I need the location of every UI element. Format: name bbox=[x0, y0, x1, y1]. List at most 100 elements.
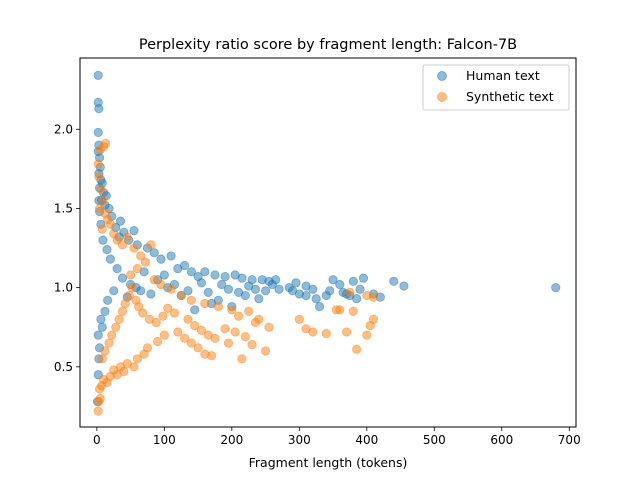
point-human-text bbox=[355, 284, 365, 294]
point-synthetic-text bbox=[190, 321, 200, 331]
point-synthetic-text bbox=[233, 311, 244, 321]
point-synthetic-text bbox=[100, 346, 110, 356]
x-tick-label: 400 bbox=[355, 433, 378, 447]
point-synthetic-text bbox=[159, 330, 169, 340]
point-human-text bbox=[223, 284, 234, 294]
point-human-text bbox=[100, 306, 110, 316]
legend-marker-synthetic-text bbox=[437, 92, 447, 102]
chart-title: Perplexity ratio score by fragment lengt… bbox=[139, 37, 517, 53]
point-human-text bbox=[358, 273, 369, 283]
point-synthetic-text bbox=[227, 305, 237, 315]
point-synthetic-text bbox=[220, 324, 230, 334]
point-synthetic-text bbox=[117, 240, 128, 250]
point-synthetic-text bbox=[183, 314, 193, 324]
point-synthetic-text bbox=[94, 384, 105, 394]
point-synthetic-text bbox=[127, 283, 137, 293]
point-synthetic-text bbox=[250, 317, 261, 328]
point-synthetic-text bbox=[111, 322, 121, 332]
legend-label-synthetic-text: Synthetic text bbox=[466, 89, 554, 104]
points-layer bbox=[92, 70, 561, 416]
point-human-text bbox=[190, 305, 200, 315]
point-synthetic-text bbox=[176, 290, 186, 301]
point-synthetic-text bbox=[94, 172, 104, 182]
point-human-text bbox=[237, 273, 247, 283]
legend: Human text Synthetic text bbox=[422, 64, 570, 111]
y-tick-label: 1.0 bbox=[54, 281, 73, 295]
x-tick-label: 100 bbox=[153, 433, 176, 447]
point-human-text bbox=[98, 235, 108, 245]
point-synthetic-text bbox=[93, 159, 103, 169]
point-human-text bbox=[274, 284, 284, 294]
point-human-text bbox=[105, 254, 115, 264]
point-synthetic-text bbox=[213, 302, 223, 312]
point-synthetic-text bbox=[348, 306, 358, 316]
point-synthetic-text bbox=[98, 195, 108, 206]
point-synthetic-text bbox=[132, 264, 142, 274]
point-synthetic-text bbox=[196, 325, 207, 335]
x-axis-label: Fragment length (tokens) bbox=[249, 455, 408, 470]
x-tick-label: 200 bbox=[220, 433, 243, 447]
point-human-text bbox=[352, 294, 362, 304]
point-human-text bbox=[267, 279, 277, 290]
point-human-text bbox=[109, 286, 119, 296]
point-human-text bbox=[186, 267, 196, 277]
point-human-text bbox=[389, 276, 399, 286]
point-synthetic-text bbox=[129, 243, 139, 253]
point-synthetic-text bbox=[345, 287, 355, 297]
point-human-text bbox=[348, 276, 358, 286]
ticks-layer: 0 100 200 300 400 500 600 700 0.5 1.0 1.5 2.0 bbox=[54, 122, 581, 447]
point-human-text bbox=[335, 279, 345, 290]
point-synthetic-text bbox=[151, 317, 161, 328]
point-synthetic-text bbox=[230, 327, 240, 337]
point-synthetic-text bbox=[321, 328, 331, 339]
x-tick-label: 700 bbox=[558, 433, 581, 447]
point-synthetic-text bbox=[136, 251, 146, 261]
x-tick-label: 0 bbox=[93, 433, 101, 447]
point-human-text bbox=[301, 290, 311, 301]
point-human-text bbox=[93, 330, 103, 340]
point-human-text bbox=[156, 254, 166, 264]
point-human-text bbox=[200, 267, 210, 277]
point-synthetic-text bbox=[104, 338, 114, 348]
point-synthetic-text bbox=[138, 308, 148, 318]
point-synthetic-text bbox=[240, 332, 250, 342]
y-tick-label: 0.5 bbox=[54, 360, 73, 374]
y-tick-label: 2.0 bbox=[54, 122, 73, 136]
point-human-text bbox=[328, 275, 338, 285]
point-synthetic-text bbox=[341, 327, 352, 337]
point-synthetic-text bbox=[95, 145, 105, 155]
y-tick-label: 1.5 bbox=[54, 201, 73, 215]
point-synthetic-text bbox=[166, 284, 176, 294]
point-synthetic-text bbox=[95, 393, 105, 404]
point-synthetic-text bbox=[97, 224, 107, 234]
point-synthetic-text bbox=[247, 340, 257, 350]
point-synthetic-text bbox=[173, 327, 183, 337]
point-human-text bbox=[196, 278, 207, 288]
point-human-text bbox=[250, 284, 261, 294]
point-synthetic-text bbox=[97, 354, 107, 364]
point-human-text bbox=[217, 279, 227, 290]
point-synthetic-text bbox=[158, 311, 168, 321]
point-human-text bbox=[314, 302, 325, 312]
point-human-text bbox=[220, 271, 230, 282]
point-synthetic-text bbox=[210, 333, 220, 343]
point-human-text bbox=[233, 287, 244, 297]
point-human-text bbox=[159, 270, 169, 280]
point-synthetic-text bbox=[193, 343, 203, 353]
point-human-text bbox=[94, 104, 104, 114]
legend-marker-human-text bbox=[437, 71, 447, 81]
point-synthetic-text bbox=[163, 303, 173, 313]
point-synthetic-text bbox=[156, 279, 166, 290]
point-human-text bbox=[291, 278, 301, 288]
point-human-text bbox=[97, 322, 107, 332]
point-human-text bbox=[173, 264, 183, 274]
point-synthetic-text bbox=[200, 298, 210, 309]
point-human-text bbox=[260, 286, 271, 296]
point-synthetic-text bbox=[264, 322, 274, 332]
point-human-text bbox=[146, 289, 156, 299]
point-synthetic-text bbox=[308, 327, 318, 337]
point-synthetic-text bbox=[223, 338, 234, 348]
x-tick-label: 300 bbox=[288, 433, 311, 447]
point-human-text bbox=[551, 283, 561, 293]
